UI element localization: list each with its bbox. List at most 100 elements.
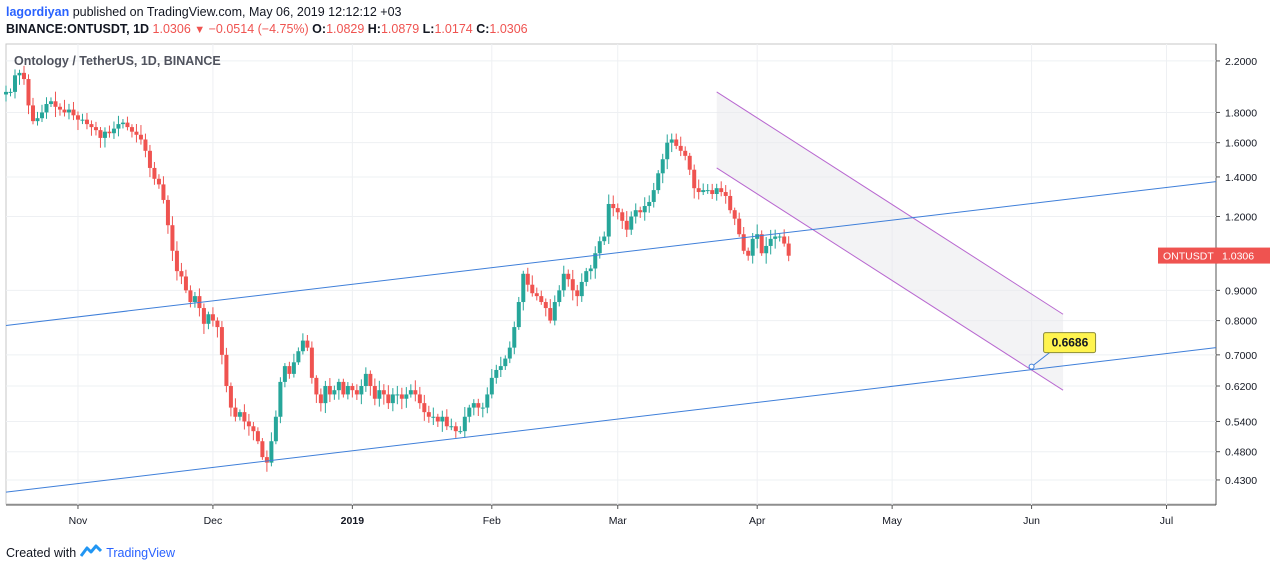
author-link[interactable]: lagordiyan bbox=[6, 5, 70, 19]
candle-body bbox=[660, 159, 665, 174]
candle-body bbox=[368, 373, 373, 387]
candle-body bbox=[30, 105, 35, 122]
candle-body bbox=[188, 290, 193, 303]
candle-body bbox=[309, 347, 314, 378]
candle-body bbox=[687, 155, 692, 170]
candle-body bbox=[710, 190, 715, 194]
candle-body bbox=[66, 109, 71, 113]
candle-body bbox=[165, 199, 170, 226]
candle-body bbox=[395, 394, 400, 396]
candle-body bbox=[161, 184, 166, 200]
ohlc-line: BINANCE:ONTUSDT, 1D 1.0306 ▼ −0.0514 (−4… bbox=[6, 22, 528, 36]
y-tick-label: 1.2000 bbox=[1225, 212, 1257, 224]
last-price: 1.0306 bbox=[149, 22, 191, 36]
y-tick-label: 1.6000 bbox=[1225, 138, 1257, 150]
y-tick-label: 0.8000 bbox=[1225, 316, 1257, 328]
candle-body bbox=[494, 369, 499, 378]
candle-body bbox=[35, 118, 40, 122]
candle-body bbox=[566, 273, 571, 280]
candle-body bbox=[107, 131, 112, 134]
candle-body bbox=[773, 236, 778, 239]
candle-body bbox=[192, 296, 197, 303]
open-label: O: bbox=[308, 22, 327, 36]
candle-body bbox=[89, 124, 94, 128]
candle-body bbox=[413, 390, 418, 395]
descending-channel bbox=[716, 91, 1064, 391]
last-price-box bbox=[1158, 247, 1218, 264]
candle-body bbox=[44, 104, 49, 113]
candle-body bbox=[422, 403, 427, 413]
channel-lower-line bbox=[716, 167, 1064, 391]
candle-body bbox=[386, 394, 391, 404]
candle-body bbox=[624, 220, 629, 230]
candle-body bbox=[17, 72, 22, 76]
low-label: L: bbox=[419, 22, 435, 36]
candle-body bbox=[732, 210, 737, 219]
close-label: C: bbox=[472, 22, 490, 36]
candle-body bbox=[503, 358, 508, 367]
candle-body bbox=[615, 208, 620, 213]
candle-body bbox=[345, 386, 350, 395]
candle-body bbox=[260, 441, 265, 458]
callout-leader bbox=[1031, 352, 1050, 368]
candle-body bbox=[381, 390, 386, 395]
channel-fill bbox=[716, 91, 1064, 391]
candle-body bbox=[683, 150, 688, 156]
candle-body bbox=[629, 216, 634, 230]
price-change: −0.0514 (−4.75%) bbox=[205, 22, 309, 36]
candle-body bbox=[327, 386, 332, 395]
x-tick-label: Mar bbox=[609, 515, 628, 527]
candle-body bbox=[318, 394, 323, 404]
last-price-symbol: ONTUSDT bbox=[1163, 251, 1214, 263]
tradingview-link[interactable]: TradingView bbox=[106, 545, 175, 560]
candle-body bbox=[759, 234, 764, 254]
candle-body bbox=[75, 115, 80, 120]
candle-body bbox=[282, 366, 287, 382]
publish-info: lagordiyan published on TradingView.com,… bbox=[6, 5, 402, 19]
candle-body bbox=[692, 169, 697, 189]
candle-body bbox=[575, 290, 580, 297]
x-tick-label: Dec bbox=[204, 515, 223, 527]
candle-body bbox=[237, 412, 242, 417]
candle-body bbox=[296, 351, 301, 363]
candle-body bbox=[534, 293, 539, 297]
candle-body bbox=[210, 314, 215, 321]
price-scale[interactable]: 2.2000 1.8000 1.6000 1.4000 1.2000 0.9000 0.80… bbox=[1216, 56, 1257, 487]
callout-anchor bbox=[1028, 363, 1035, 370]
candles bbox=[4, 65, 791, 472]
candle-body bbox=[134, 131, 139, 135]
x-tick-label: Jul bbox=[1160, 515, 1173, 527]
candle-body bbox=[462, 416, 467, 432]
candle-body bbox=[359, 386, 364, 395]
candle-body bbox=[714, 188, 719, 194]
candle-body bbox=[219, 327, 224, 355]
candle-body bbox=[579, 281, 584, 297]
candle-body bbox=[426, 412, 431, 417]
candle-body bbox=[224, 354, 229, 387]
candle-body bbox=[125, 122, 130, 128]
candle-body bbox=[8, 91, 13, 93]
candle-body bbox=[417, 394, 422, 404]
time-scale[interactable]: Nov Dec 2019 Feb Mar Apr May Jun Jul bbox=[69, 505, 1174, 527]
candle-body bbox=[53, 101, 58, 107]
candle-body bbox=[669, 139, 674, 143]
candle-body bbox=[584, 271, 589, 282]
candle-body bbox=[251, 426, 256, 432]
candle-body bbox=[651, 190, 656, 202]
candle-body bbox=[147, 150, 152, 168]
candle-body bbox=[674, 139, 679, 146]
candle-body bbox=[93, 127, 98, 131]
candle-body bbox=[48, 101, 53, 105]
candle-body bbox=[174, 250, 179, 272]
candle-body bbox=[656, 173, 661, 191]
candle-body bbox=[449, 426, 454, 428]
close-value: 1.0306 bbox=[489, 22, 528, 36]
candle-body bbox=[498, 366, 503, 370]
candle-body bbox=[453, 426, 458, 432]
candle-body bbox=[71, 109, 76, 116]
y-tick-label: 0.9000 bbox=[1225, 285, 1257, 297]
trendlines bbox=[5, 181, 1217, 493]
candle-body bbox=[552, 302, 557, 321]
candle-body bbox=[768, 238, 773, 246]
